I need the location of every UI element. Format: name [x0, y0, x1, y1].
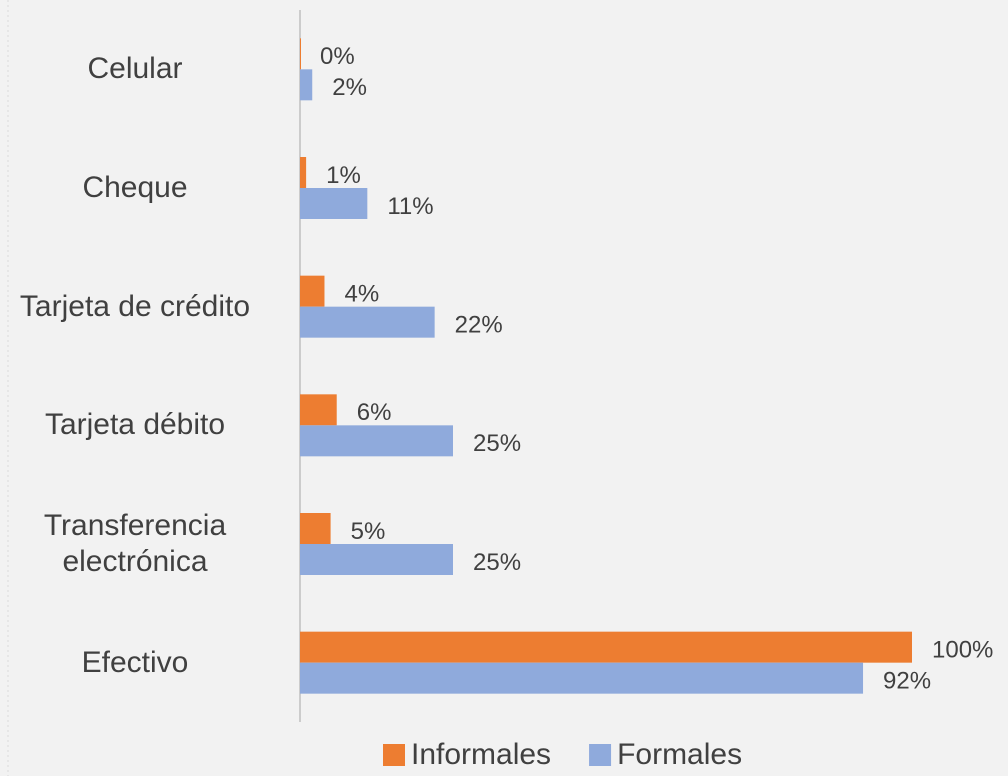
- category-label: Tarjeta de crédito: [19, 289, 251, 323]
- value-label: 25%: [473, 430, 521, 457]
- category-label: Cheque: [82, 171, 188, 204]
- value-label: 11%: [387, 193, 433, 220]
- category-label: Transferencia electrónica: [43, 509, 227, 578]
- value-label: 6%: [357, 399, 392, 426]
- legend-label: Formales: [617, 738, 742, 771]
- value-label: 0%: [320, 43, 355, 70]
- bar: [300, 513, 331, 544]
- bar: [300, 394, 337, 426]
- value-label: 100%: [932, 637, 993, 664]
- category-label: Celular: [87, 52, 183, 86]
- bar: [300, 275, 325, 307]
- value-label: 22%: [455, 312, 503, 339]
- value-label: 5%: [351, 518, 386, 545]
- bar: [300, 188, 368, 219]
- category-label: Tarjeta débito: [44, 408, 226, 442]
- legend-swatch: [383, 744, 405, 766]
- bar: [300, 38, 301, 70]
- bar: [300, 544, 453, 575]
- category-label: Efectivo: [81, 645, 189, 679]
- legend-swatch: [589, 744, 612, 766]
- legend-label: Informales: [411, 738, 551, 771]
- bar: [300, 662, 864, 694]
- bar: [300, 157, 307, 188]
- bar: [300, 631, 912, 663]
- value-label: 1%: [326, 162, 361, 189]
- value-label: 4%: [344, 281, 379, 308]
- value-label: 92%: [883, 668, 931, 695]
- value-label: 25%: [473, 549, 521, 576]
- bar: [300, 306, 435, 338]
- value-label: 2%: [332, 74, 367, 101]
- bar: [300, 425, 453, 457]
- bar: [300, 69, 313, 101]
